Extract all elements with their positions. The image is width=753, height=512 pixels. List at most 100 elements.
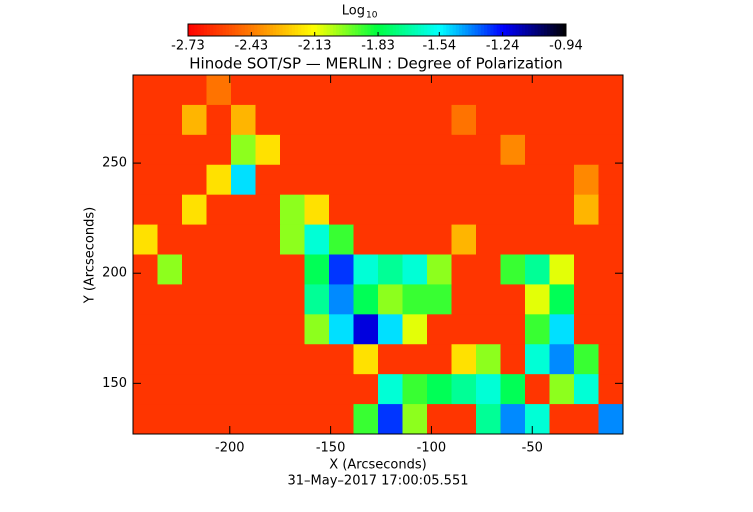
colorbar-segment xyxy=(543,24,548,36)
heat-cell xyxy=(525,194,550,226)
heat-cell xyxy=(280,314,305,345)
heat-cell xyxy=(427,254,452,285)
colorbar-segment xyxy=(440,24,444,36)
heat-cell xyxy=(133,164,158,196)
heat-cell xyxy=(598,344,624,375)
colorbar-segment xyxy=(515,24,520,36)
colorbar-segment xyxy=(487,24,491,36)
heat-cell xyxy=(427,374,452,405)
colorbar-segment xyxy=(496,24,501,36)
colorbar-segment xyxy=(266,24,271,36)
heat-cell xyxy=(500,194,526,226)
heat-cell xyxy=(329,164,354,196)
colorbar-segment xyxy=(377,24,381,36)
heat-cell xyxy=(157,134,183,166)
heat-cell xyxy=(500,134,526,166)
heat-cell xyxy=(353,344,379,375)
heat-cell xyxy=(427,314,452,345)
heat-cell xyxy=(476,404,501,435)
heat-cell xyxy=(206,164,232,196)
colorbar-segment xyxy=(386,24,391,36)
heat-cell xyxy=(525,284,550,315)
colorbar-segment xyxy=(531,24,535,36)
heat-cell xyxy=(280,224,305,255)
heat-cell xyxy=(378,314,403,345)
heat-cell xyxy=(549,374,575,405)
heat-cell xyxy=(476,314,501,345)
heat-cell xyxy=(476,224,501,255)
heat-cell xyxy=(427,194,452,226)
heat-cell xyxy=(280,194,305,226)
heat-cell xyxy=(231,164,256,196)
heat-cell xyxy=(427,75,452,106)
heat-cell xyxy=(280,75,305,106)
colorbar-frame xyxy=(187,23,567,37)
heat-cell xyxy=(451,314,477,345)
colorbar-segment xyxy=(449,24,454,36)
heat-cell xyxy=(255,284,281,315)
heat-cell xyxy=(329,374,354,405)
heat-cell xyxy=(231,314,256,345)
heat-cell xyxy=(206,75,232,106)
heat-cell xyxy=(133,104,158,136)
colorbar-segment xyxy=(329,24,334,36)
colorbar-segment xyxy=(228,24,233,36)
colorbar-segment xyxy=(257,24,261,36)
colorbar-segment xyxy=(219,24,224,36)
colorbar-label-sub: 10 xyxy=(366,11,378,21)
heat-cell xyxy=(525,254,550,285)
heat-cell xyxy=(476,134,501,166)
heat-cell xyxy=(378,164,403,196)
heat-cell xyxy=(476,374,501,405)
heat-cell xyxy=(378,104,403,136)
colorbar-segment xyxy=(414,24,419,36)
colorbar-segment xyxy=(540,24,545,36)
heat-cell xyxy=(329,75,354,106)
heat-cell xyxy=(206,134,232,166)
colorbar-segment xyxy=(468,24,472,36)
colorbar-segment xyxy=(424,24,428,36)
heat-cell xyxy=(549,344,575,375)
heat-cell xyxy=(427,104,452,136)
heat-cell xyxy=(206,374,232,405)
colorbar-segment xyxy=(411,24,416,36)
heat-cell xyxy=(206,284,232,315)
y-tick-label: 250 xyxy=(102,156,127,171)
y-axis-label: Y (Arcseconds) xyxy=(83,207,98,304)
heat-cell xyxy=(402,194,428,226)
colorbar-tick-label: -0.94 xyxy=(549,39,583,54)
colorbar-segment xyxy=(455,24,460,36)
heat-cell xyxy=(378,194,403,226)
colorbar-segment xyxy=(210,24,214,36)
heat-cell xyxy=(304,224,330,255)
colorbar-segment xyxy=(477,24,482,36)
heat-cell xyxy=(353,254,379,285)
heat-cell xyxy=(378,224,403,255)
heat-cell xyxy=(231,224,256,255)
colorbar-segment xyxy=(562,24,567,36)
colorbar-segment xyxy=(367,24,372,36)
colorbar-segment xyxy=(395,24,400,36)
colorbar-segment xyxy=(471,24,476,36)
colorbar-segment xyxy=(279,24,283,36)
heat-cell xyxy=(598,164,624,196)
heat-cell xyxy=(255,314,281,345)
colorbar-segment xyxy=(427,24,432,36)
heat-cell xyxy=(549,254,575,285)
heat-cell xyxy=(353,404,379,435)
colorbar-segment xyxy=(556,24,561,36)
colorbar-tick-label: -2.13 xyxy=(298,39,332,54)
colorbar-segment xyxy=(323,24,328,36)
heat-cell xyxy=(280,104,305,136)
colorbar-segment xyxy=(260,24,265,36)
colorbar-segment xyxy=(295,24,299,36)
heat-cell xyxy=(133,404,158,435)
heat-cell xyxy=(500,75,526,106)
heat-cell xyxy=(427,284,452,315)
heat-cell xyxy=(574,254,599,285)
colorbar-segment xyxy=(263,24,268,36)
heat-cell xyxy=(280,284,305,315)
colorbar-segment xyxy=(392,24,397,36)
heat-cell xyxy=(525,404,550,435)
colorbar-segment xyxy=(301,24,306,36)
